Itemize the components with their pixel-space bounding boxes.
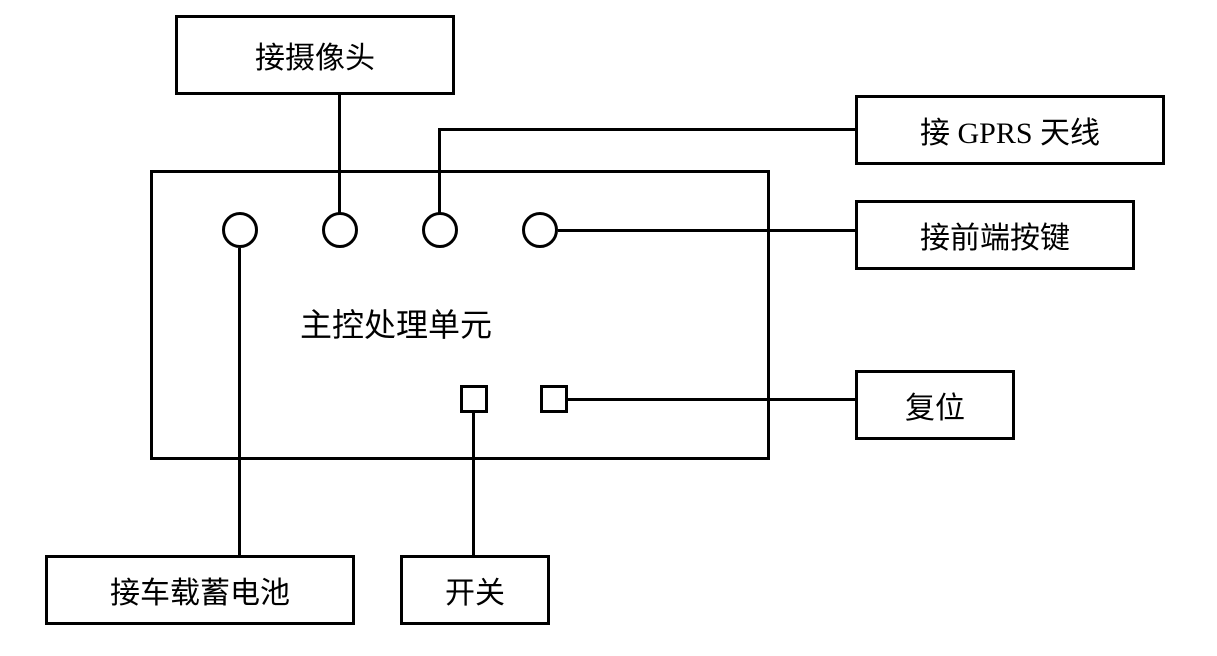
line-gprs-v [438,128,441,213]
label-gprs: 接 GPRS 天线 [920,108,1100,152]
box-gprs: 接 GPRS 天线 [855,95,1165,165]
port-circle-3 [422,212,458,248]
port-square-2 [540,385,568,413]
box-switch: 开关 [400,555,550,625]
label-camera: 接摄像头 [255,33,375,77]
port-circle-1 [222,212,258,248]
label-keypad: 接前端按键 [920,213,1070,257]
main-unit-label: 主控处理单元 [300,300,492,346]
port-circle-2 [322,212,358,248]
box-keypad: 接前端按键 [855,200,1135,270]
port-circle-4 [522,212,558,248]
label-battery: 接车载蓄电池 [110,568,290,612]
label-switch: 开关 [445,568,505,612]
line-camera [338,95,341,213]
line-keypad [558,229,855,232]
box-reset: 复位 [855,370,1015,440]
line-gprs-h [440,128,855,131]
box-battery: 接车载蓄电池 [45,555,355,625]
port-square-1 [460,385,488,413]
line-reset [568,398,855,401]
label-reset: 复位 [905,383,965,427]
box-camera: 接摄像头 [175,15,455,95]
line-battery [238,248,241,555]
line-switch [472,413,475,555]
